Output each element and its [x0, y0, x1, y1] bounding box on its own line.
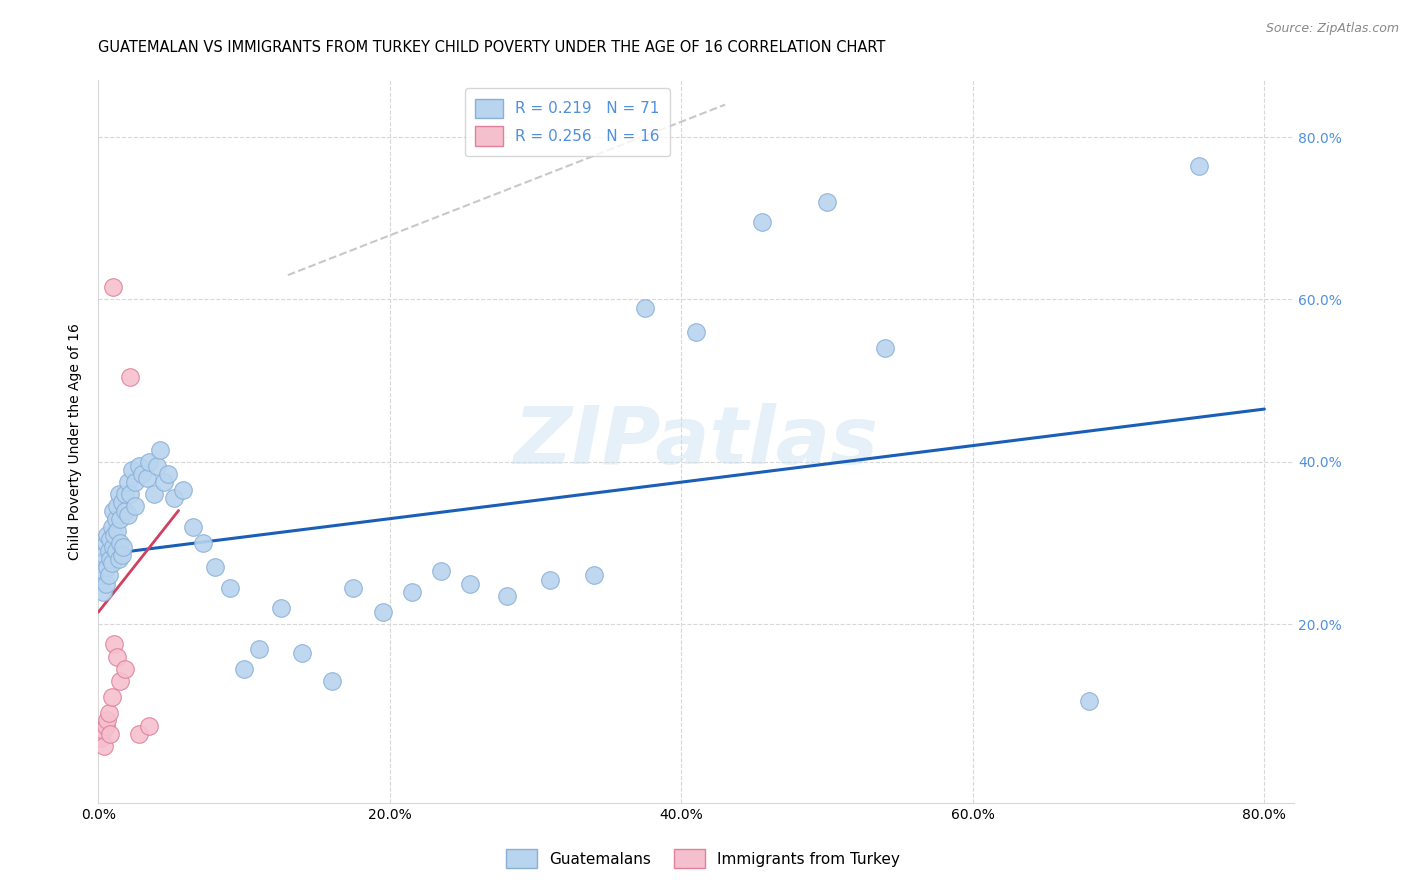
Point	[108, 487, 131, 501]
Point	[401, 584, 423, 599]
Point	[94, 576, 117, 591]
Point	[97, 568, 120, 582]
Point	[103, 638, 125, 652]
Point	[98, 552, 121, 566]
Point	[100, 520, 122, 534]
Point	[128, 458, 150, 473]
Point	[163, 491, 186, 506]
Point	[149, 442, 172, 457]
Point	[105, 500, 128, 514]
Point	[112, 540, 135, 554]
Point	[96, 713, 118, 727]
Point	[100, 690, 122, 705]
Point	[430, 565, 453, 579]
Point	[105, 524, 128, 538]
Point	[101, 540, 124, 554]
Text: Source: ZipAtlas.com: Source: ZipAtlas.com	[1265, 22, 1399, 36]
Point	[138, 719, 160, 733]
Point	[138, 455, 160, 469]
Point	[815, 195, 838, 210]
Point	[93, 548, 115, 562]
Point	[1188, 159, 1211, 173]
Point	[193, 536, 215, 550]
Point	[342, 581, 364, 595]
Point	[98, 727, 121, 741]
Point	[124, 475, 146, 490]
Point	[270, 601, 292, 615]
Point	[291, 646, 314, 660]
Point	[117, 475, 139, 490]
Point	[114, 487, 136, 501]
Point	[751, 215, 773, 229]
Point	[111, 548, 134, 562]
Point	[538, 573, 561, 587]
Text: GUATEMALAN VS IMMIGRANTS FROM TURKEY CHILD POVERTY UNDER THE AGE OF 16 CORRELATI: GUATEMALAN VS IMMIGRANTS FROM TURKEY CHI…	[98, 40, 886, 55]
Point	[247, 641, 270, 656]
Point	[685, 325, 707, 339]
Point	[634, 301, 657, 315]
Point	[114, 503, 136, 517]
Point	[153, 475, 176, 490]
Point	[94, 719, 117, 733]
Point	[128, 727, 150, 741]
Point	[121, 463, 143, 477]
Point	[98, 532, 121, 546]
Legend: Guatemalans, Immigrants from Turkey: Guatemalans, Immigrants from Turkey	[499, 841, 907, 875]
Point	[142, 487, 165, 501]
Point	[104, 544, 127, 558]
Point	[91, 723, 114, 737]
Point	[110, 511, 132, 525]
Legend: R = 0.219   N = 71, R = 0.256   N = 16: R = 0.219 N = 71, R = 0.256 N = 16	[464, 88, 671, 156]
Point	[120, 487, 142, 501]
Point	[458, 576, 481, 591]
Point	[233, 662, 256, 676]
Point	[100, 557, 122, 571]
Point	[93, 739, 115, 753]
Point	[172, 483, 194, 498]
Point	[181, 520, 204, 534]
Point	[105, 649, 128, 664]
Point	[582, 568, 605, 582]
Point	[110, 673, 132, 688]
Point	[371, 605, 394, 619]
Point	[135, 471, 157, 485]
Point	[111, 495, 134, 509]
Text: ZIPatlas: ZIPatlas	[513, 402, 879, 481]
Point	[90, 731, 112, 745]
Point	[97, 706, 120, 721]
Point	[110, 536, 132, 550]
Point	[91, 584, 114, 599]
Point	[93, 565, 115, 579]
Point	[103, 528, 125, 542]
Point	[117, 508, 139, 522]
Point	[124, 500, 146, 514]
Point	[108, 552, 131, 566]
Point	[120, 369, 142, 384]
Point	[90, 573, 112, 587]
Point	[101, 503, 124, 517]
Y-axis label: Child Poverty Under the Age of 16: Child Poverty Under the Age of 16	[69, 323, 83, 560]
Point	[321, 673, 343, 688]
Point	[101, 280, 124, 294]
Point	[204, 560, 226, 574]
Point	[145, 458, 167, 473]
Point	[875, 341, 897, 355]
Point	[114, 662, 136, 676]
Point	[104, 511, 127, 525]
Point	[97, 544, 120, 558]
Point	[96, 528, 118, 542]
Point	[94, 536, 117, 550]
Point	[131, 467, 153, 481]
Point	[157, 467, 180, 481]
Point	[96, 560, 118, 574]
Point	[495, 589, 517, 603]
Point	[218, 581, 240, 595]
Point	[1078, 693, 1101, 707]
